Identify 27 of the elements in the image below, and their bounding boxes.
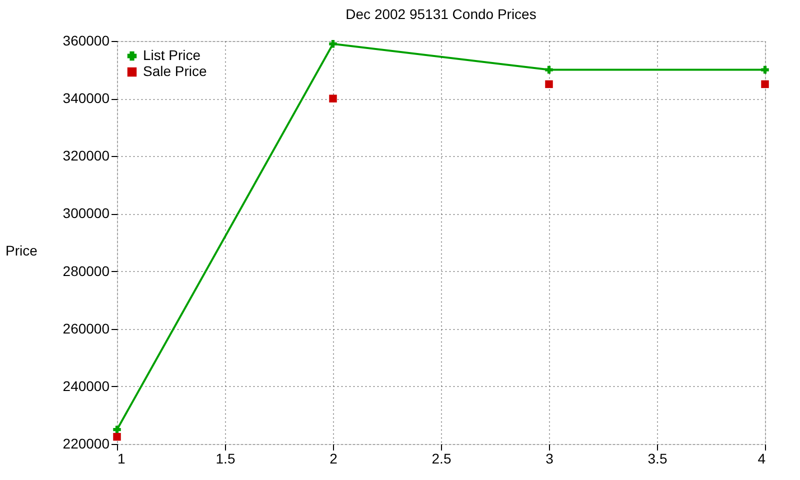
x-tick-label: 3 xyxy=(546,450,554,466)
y-axis-title: Price xyxy=(6,242,38,258)
legend-label: Sale Price xyxy=(143,63,208,79)
legend-label: List Price xyxy=(143,47,201,63)
y-tick-label: 280000 xyxy=(62,262,110,279)
point xyxy=(113,426,121,434)
y-tick-label: 240000 xyxy=(62,378,110,394)
x-tick-label: 3.5 xyxy=(648,450,668,466)
point xyxy=(545,80,553,88)
y-tick-label: 260000 xyxy=(62,320,110,336)
x-tick-label: 1 xyxy=(118,450,126,466)
y-tick-label: 360000 xyxy=(62,32,110,48)
point xyxy=(113,432,121,441)
point xyxy=(761,66,769,74)
y-tick-label: 220000 xyxy=(62,436,110,452)
x-tick-label: 1.5 xyxy=(216,450,236,466)
y-tick-label: 340000 xyxy=(62,90,110,106)
point xyxy=(761,80,769,88)
point xyxy=(545,66,553,74)
point xyxy=(329,40,337,48)
point xyxy=(329,94,337,102)
y-tick-label: 320000 xyxy=(62,148,110,164)
x-tick-label: 4 xyxy=(758,450,766,466)
chart-title: Dec 2002 95131 Condo Prices xyxy=(346,6,536,22)
x-tick-label: 2 xyxy=(330,450,338,466)
x-tick-label: 2.5 xyxy=(432,450,452,466)
y-tick-label: 300000 xyxy=(62,205,110,222)
